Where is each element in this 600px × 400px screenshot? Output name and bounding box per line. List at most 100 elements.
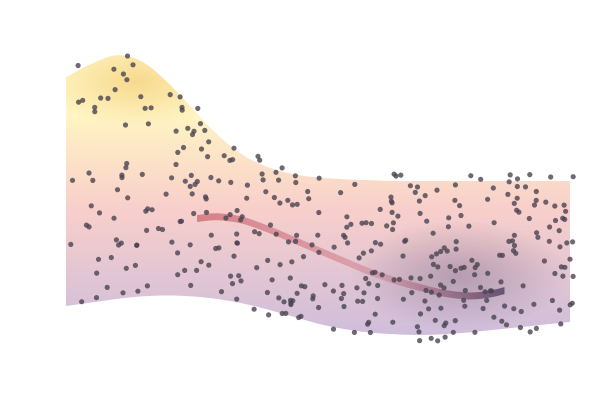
data-point bbox=[298, 283, 304, 289]
data-point bbox=[256, 231, 262, 237]
data-point bbox=[472, 272, 478, 278]
data-point bbox=[228, 179, 234, 185]
data-point bbox=[414, 324, 420, 330]
data-point bbox=[114, 187, 121, 193]
data-point bbox=[452, 268, 458, 274]
data-point bbox=[426, 306, 432, 312]
data-point bbox=[148, 105, 154, 111]
data-point bbox=[491, 314, 497, 320]
data-point bbox=[231, 253, 237, 259]
data-point bbox=[305, 188, 311, 195]
data-point bbox=[378, 241, 384, 247]
data-point bbox=[68, 241, 74, 247]
data-point bbox=[138, 94, 144, 100]
data-point bbox=[132, 262, 138, 268]
data-point bbox=[86, 170, 92, 176]
data-point bbox=[400, 253, 406, 259]
data-point bbox=[390, 226, 396, 233]
data-point bbox=[208, 174, 214, 181]
data-point bbox=[461, 297, 467, 303]
data-point bbox=[80, 97, 86, 103]
data-point bbox=[472, 329, 478, 335]
data-point bbox=[557, 307, 563, 313]
data-point bbox=[541, 258, 548, 264]
data-point bbox=[112, 87, 118, 93]
data-point bbox=[189, 131, 196, 138]
data-point bbox=[408, 275, 414, 281]
data-point bbox=[341, 303, 347, 310]
data-point bbox=[430, 261, 436, 267]
data-point bbox=[296, 314, 302, 321]
data-point bbox=[438, 305, 444, 311]
data-point bbox=[531, 202, 538, 208]
data-point bbox=[518, 308, 524, 315]
data-point bbox=[442, 334, 448, 340]
data-point bbox=[452, 318, 458, 324]
data-point bbox=[400, 296, 406, 302]
data-point bbox=[445, 224, 451, 230]
data-point bbox=[547, 224, 553, 230]
data-point bbox=[384, 223, 390, 229]
data-point bbox=[338, 190, 344, 196]
data-point bbox=[422, 193, 428, 199]
data-point bbox=[570, 174, 576, 180]
data-point bbox=[173, 128, 179, 134]
data-point bbox=[139, 171, 145, 177]
data-point bbox=[522, 184, 529, 190]
data-point bbox=[182, 178, 188, 184]
data-point bbox=[120, 71, 126, 77]
data-point bbox=[76, 99, 82, 105]
data-point bbox=[277, 262, 283, 268]
data-point bbox=[563, 208, 569, 214]
data-point bbox=[361, 290, 367, 296]
data-point bbox=[417, 275, 423, 282]
data-point bbox=[331, 244, 337, 250]
data-point bbox=[517, 324, 524, 331]
data-point bbox=[179, 107, 185, 113]
data-point bbox=[503, 322, 510, 328]
data-point bbox=[484, 297, 490, 303]
data-point bbox=[502, 303, 508, 309]
data-point bbox=[130, 62, 136, 68]
data-point bbox=[315, 232, 321, 238]
data-point bbox=[124, 160, 130, 167]
data-point bbox=[229, 281, 236, 287]
data-point bbox=[507, 172, 513, 178]
data-point bbox=[344, 224, 350, 230]
data-point bbox=[552, 270, 558, 277]
data-point bbox=[236, 273, 242, 279]
data-point bbox=[205, 154, 211, 160]
data-point bbox=[403, 237, 409, 243]
data-point bbox=[458, 212, 464, 219]
data-point bbox=[485, 270, 491, 276]
data-point bbox=[88, 203, 94, 209]
data-point bbox=[228, 273, 234, 279]
data-point bbox=[372, 311, 378, 317]
data-point bbox=[355, 298, 361, 304]
data-point bbox=[499, 318, 505, 324]
data-point bbox=[514, 176, 521, 182]
data-point bbox=[560, 273, 566, 279]
data-point bbox=[511, 200, 517, 206]
data-point bbox=[202, 194, 209, 200]
data-point bbox=[221, 153, 227, 159]
data-point bbox=[188, 282, 194, 288]
data-point bbox=[113, 237, 119, 243]
data-point bbox=[527, 172, 533, 178]
data-point bbox=[254, 265, 260, 271]
data-point bbox=[208, 232, 214, 238]
data-point bbox=[430, 230, 436, 236]
data-point bbox=[244, 182, 250, 188]
data-point bbox=[234, 296, 240, 302]
data-point bbox=[198, 146, 205, 152]
data-point bbox=[423, 287, 429, 293]
data-point bbox=[543, 199, 549, 205]
data-point bbox=[244, 195, 250, 201]
data-point bbox=[443, 320, 449, 326]
data-point bbox=[231, 145, 237, 151]
data-point bbox=[561, 202, 567, 208]
data-point bbox=[155, 225, 162, 232]
data-point bbox=[306, 196, 312, 202]
data-point bbox=[145, 121, 151, 127]
data-point bbox=[548, 174, 554, 180]
